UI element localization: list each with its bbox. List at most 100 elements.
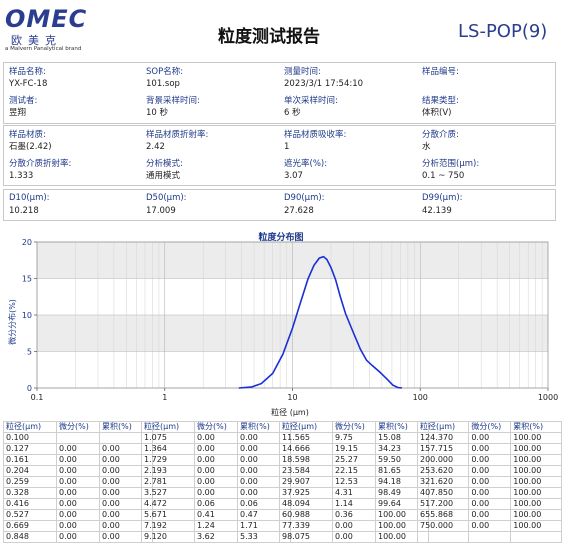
table-cell: 0.669 [3, 520, 57, 532]
table-cell: 0.00 [56, 476, 100, 488]
table-row: 9.120 3.62 5.33 [141, 531, 291, 543]
table-row: 14.666 19.15 34.23 [279, 443, 429, 455]
field-label: 结果类型: [422, 96, 459, 106]
data-table-group-4: 粒径(μm) 微分(%) 累积(%) 124.370 0.00 100.00 157.715… [416, 421, 562, 543]
table-cell: 750.000 [416, 520, 470, 532]
table-cell: 0.00 [468, 476, 512, 488]
distribution-chart: 0.1 1 10 100 1000 0 5 10 15 20 微分分布(%) 粒径 (μm) [7, 238, 558, 417]
table-row: 4.472 0.06 0.06 [141, 498, 291, 510]
table-cell: 4.472 [141, 498, 195, 510]
table-cell: 0.00 [468, 520, 512, 532]
table-cell: 0.00 [194, 454, 238, 466]
table-cell: 0.00 [468, 509, 512, 521]
sample-info-box: 样品名称: YX-FC-18 SOP名称: 101.sop 测量时间: 2023… [3, 62, 556, 124]
chart-title: 粒度分布图 [258, 233, 304, 243]
table-header-row: 粒径(μm) 微分(%) 累积(%) [3, 421, 153, 433]
table-row: 77.339 0.00 100.00 [279, 520, 429, 532]
table-cell: 3.527 [141, 487, 195, 499]
table-cell: 0.204 [3, 465, 57, 477]
table-cell: 253.620 [416, 465, 470, 477]
field-value: 石墨(2.42) [9, 142, 52, 152]
table-cell: 1.24 [194, 520, 238, 532]
table-row: 48.094 1.14 99.64 [279, 498, 429, 510]
table-cell: 0.00 [56, 509, 100, 521]
table-row [416, 531, 562, 543]
table-row: 1.364 0.00 0.00 [141, 443, 291, 455]
table-cell: 100.00 [510, 454, 562, 466]
table-cell: 22.15 [332, 465, 376, 477]
column-header: 微分(%) [194, 421, 238, 433]
table-row: 200.000 0.00 100.00 [416, 454, 562, 466]
table-cell: 0.00 [56, 520, 100, 532]
table-row: 29.907 12.53 94.18 [279, 476, 429, 488]
x-tick-label: 100 [413, 393, 428, 402]
table-cell: 0.00 [468, 498, 512, 510]
table-cell [510, 531, 562, 543]
table-cell: 1.14 [332, 498, 376, 510]
table-cell: 0.00 [56, 465, 100, 477]
table-row: 0.848 0.00 0.00 [3, 531, 153, 543]
field-label: 样品材质: [9, 130, 46, 140]
table-cell: 19.15 [332, 443, 376, 455]
table-row: 3.527 0.00 0.00 [141, 487, 291, 499]
table-cell: 2.193 [141, 465, 195, 477]
field-value: 6 秒 [284, 108, 301, 118]
table-cell [416, 531, 470, 543]
table-row: 124.370 0.00 100.00 [416, 432, 562, 444]
table-cell: 0.00 [468, 487, 512, 499]
field-value: 水 [422, 142, 431, 152]
table-cell: 3.62 [194, 531, 238, 543]
field-label: 分析模式: [146, 159, 183, 169]
x-tick-label: 1 [162, 393, 167, 402]
d90-label: D90(μm): [284, 193, 325, 203]
field-label: 遮光率(%): [284, 159, 328, 169]
field-label: 分散介质折射率: [9, 159, 72, 169]
table-cell: 0.06 [194, 498, 238, 510]
table-row: 517.200 0.00 100.00 [416, 498, 562, 510]
chart-grid [36, 241, 549, 389]
table-cell: 0.848 [3, 531, 57, 543]
chart-ticks: 0.1 1 10 100 1000 0 5 10 15 20 [22, 238, 558, 402]
material-info-box: 样品材质: 石墨(2.42) 样品材质折射率: 2.42 样品材质吸收率: 1 … [3, 125, 556, 186]
table-cell: 2.781 [141, 476, 195, 488]
table-cell: 0.00 [468, 465, 512, 477]
report-title: 粒度测试报告 [218, 27, 320, 47]
field-label: 测试者: [9, 96, 38, 106]
field-value: 101.sop [146, 79, 180, 89]
table-cell: 517.200 [416, 498, 470, 510]
table-row: 407.850 0.00 100.00 [416, 487, 562, 499]
table-header-row: 粒径(μm) 微分(%) 累积(%) [279, 421, 429, 433]
table-cell: 98.075 [279, 531, 333, 543]
table-cell: 100.00 [510, 487, 562, 499]
table-cell: 0.00 [56, 487, 100, 499]
table-cell: 60.988 [279, 509, 333, 521]
column-header: 累积(%) [510, 421, 562, 433]
d50-label: D50(μm): [146, 193, 187, 203]
table-row: 157.715 0.00 100.00 [416, 443, 562, 455]
field-value: 3.07 [284, 171, 303, 181]
field-label: 样品名称: [9, 67, 46, 77]
field-label: 测量时间: [284, 67, 321, 77]
table-cell: 37.925 [279, 487, 333, 499]
d50-value: 17.009 [146, 206, 176, 216]
field-label: SOP名称: [146, 67, 184, 77]
table-cell: 124.370 [416, 432, 470, 444]
logo-wordmark: OMEC [5, 5, 88, 33]
table-cell: 157.715 [416, 443, 470, 455]
company-logo: OMEC 欧美克 a Malvern Panalytical brand [3, 6, 109, 54]
column-header: 粒径(μm) [141, 421, 195, 433]
field-label: 单次采样时间: [284, 96, 338, 106]
table-cell: 407.850 [416, 487, 470, 499]
field-value: 2023/3/1 17:54:10 [284, 79, 364, 89]
table-cell [468, 531, 512, 543]
table-row: 2.781 0.00 0.00 [141, 476, 291, 488]
table-cell: 0.00 [194, 443, 238, 455]
table-row: 7.192 1.24 1.71 [141, 520, 291, 532]
table-cell: 14.666 [279, 443, 333, 455]
table-cell: 100.00 [510, 520, 562, 532]
table-row: 98.075 0.00 100.00 [279, 531, 429, 543]
table-row: 18.598 25.27 59.50 [279, 454, 429, 466]
table-cell: 0.00 [194, 432, 238, 444]
table-row: 0.328 0.00 0.00 [3, 487, 153, 499]
table-cell: 0.00 [56, 498, 100, 510]
